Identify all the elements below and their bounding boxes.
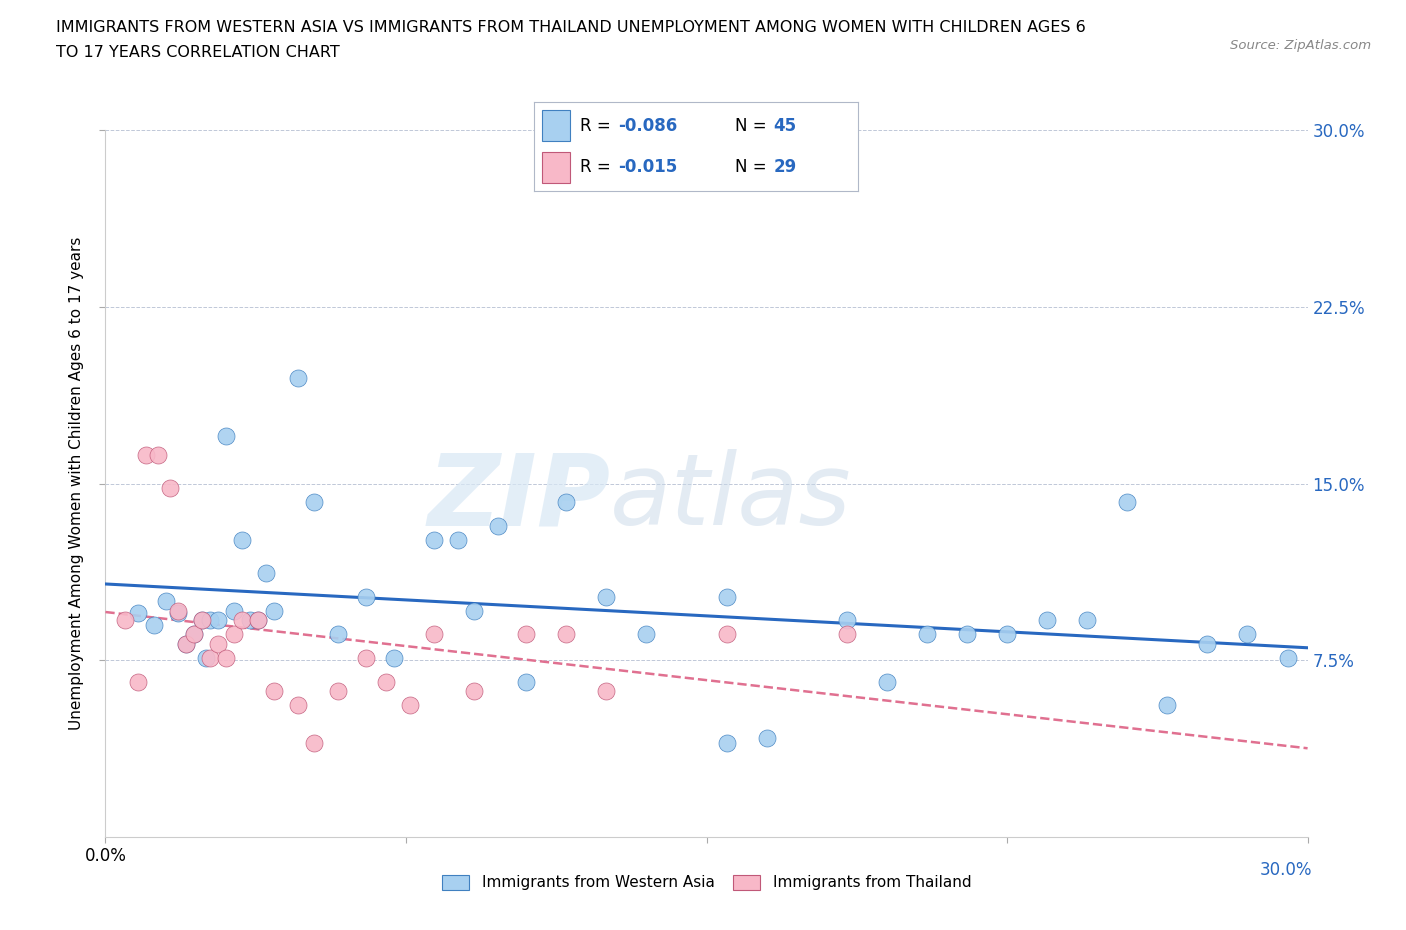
Point [174, 636, 197, 651]
Point [183, 627, 205, 642]
Point [222, 604, 245, 618]
Point [326, 684, 349, 698]
Point [755, 731, 778, 746]
Point [595, 684, 617, 698]
Point [995, 627, 1018, 642]
Point [716, 627, 738, 642]
Point [382, 650, 405, 665]
Point [447, 533, 470, 548]
Point [423, 533, 446, 548]
Point [636, 627, 658, 642]
Point [142, 618, 165, 632]
Point [166, 605, 188, 620]
Point [174, 636, 197, 651]
Point [354, 590, 377, 604]
Point [222, 627, 245, 642]
Point [190, 613, 212, 628]
Point [155, 594, 177, 609]
Text: -0.086: -0.086 [619, 116, 678, 135]
Point [159, 481, 181, 496]
Point [555, 627, 578, 642]
Text: atlas: atlas [610, 449, 852, 546]
Point [354, 650, 377, 665]
Point [231, 533, 253, 548]
Point [127, 605, 149, 620]
Point [915, 627, 938, 642]
Text: Source: ZipAtlas.com: Source: ZipAtlas.com [1230, 39, 1371, 52]
Y-axis label: Unemployment Among Women with Children Ages 6 to 17 years: Unemployment Among Women with Children A… [69, 237, 84, 730]
Point [374, 674, 398, 689]
Point [146, 448, 169, 463]
Point [246, 613, 269, 628]
Point [463, 684, 485, 698]
Text: -0.015: -0.015 [619, 158, 678, 177]
Point [1277, 650, 1299, 665]
Point [835, 627, 858, 642]
Point [302, 736, 325, 751]
Text: ZIP: ZIP [427, 449, 610, 546]
Point [135, 448, 157, 463]
Point [263, 604, 285, 618]
Point [302, 495, 325, 510]
Point [1116, 495, 1139, 510]
Point [214, 429, 236, 444]
Point [190, 613, 212, 628]
Text: IMMIGRANTS FROM WESTERN ASIA VS IMMIGRANTS FROM THAILAND UNEMPLOYMENT AMONG WOME: IMMIGRANTS FROM WESTERN ASIA VS IMMIGRAN… [56, 20, 1085, 35]
Point [207, 613, 229, 628]
Point [876, 674, 898, 689]
Text: N =: N = [735, 158, 772, 177]
Point [486, 519, 509, 534]
FancyBboxPatch shape [543, 152, 569, 182]
Point [231, 613, 253, 628]
Text: 30.0%: 30.0% [1260, 860, 1312, 879]
Point [555, 495, 578, 510]
Point [716, 590, 738, 604]
Text: N =: N = [735, 116, 772, 135]
Point [1036, 613, 1059, 628]
Text: 29: 29 [773, 158, 797, 177]
Point [207, 636, 229, 651]
Point [254, 565, 277, 580]
Point [183, 627, 205, 642]
Point [515, 627, 537, 642]
Point [127, 674, 149, 689]
Legend: Immigrants from Western Asia, Immigrants from Thailand: Immigrants from Western Asia, Immigrants… [436, 869, 977, 897]
Point [1156, 698, 1178, 712]
Point [194, 650, 217, 665]
Point [1236, 627, 1258, 642]
Point [198, 613, 221, 628]
Point [198, 650, 221, 665]
Point [716, 736, 738, 751]
Point [1197, 636, 1219, 651]
Point [595, 590, 617, 604]
FancyBboxPatch shape [543, 111, 569, 141]
Point [263, 684, 285, 698]
Point [326, 627, 349, 642]
Point [287, 698, 309, 712]
Point [463, 604, 485, 618]
Point [166, 604, 188, 618]
Point [214, 650, 236, 665]
Point [956, 627, 979, 642]
Point [399, 698, 422, 712]
Text: R =: R = [579, 116, 616, 135]
Text: R =: R = [579, 158, 616, 177]
Point [239, 613, 262, 628]
Point [287, 370, 309, 385]
Point [114, 613, 136, 628]
Point [835, 613, 858, 628]
Point [1076, 613, 1098, 628]
Text: 45: 45 [773, 116, 797, 135]
Point [423, 627, 446, 642]
Point [246, 613, 269, 628]
Point [515, 674, 537, 689]
Text: TO 17 YEARS CORRELATION CHART: TO 17 YEARS CORRELATION CHART [56, 45, 340, 60]
